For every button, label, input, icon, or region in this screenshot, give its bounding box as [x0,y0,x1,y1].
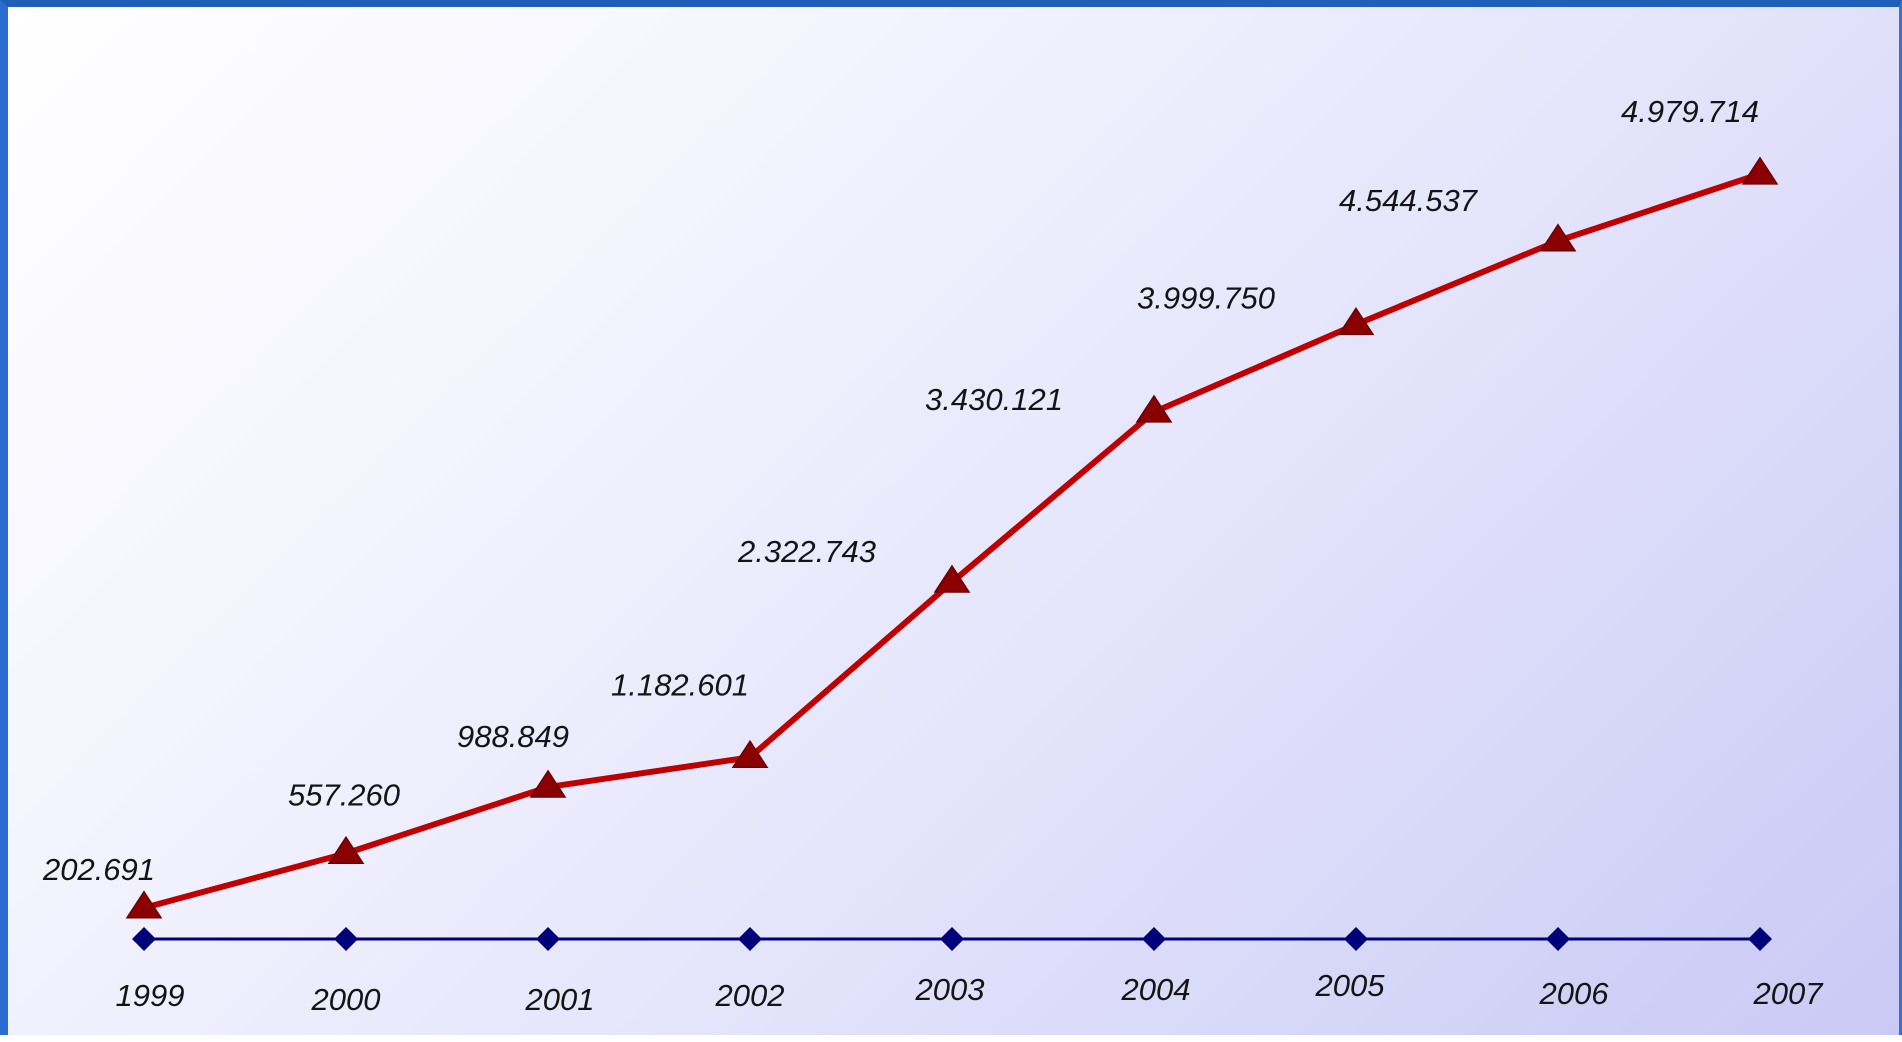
triangle-marker [1135,394,1173,423]
x-tick-label: 2006 [1539,976,1610,1011]
data-label: 2.322.743 [737,534,876,569]
data-label: 1.182.601 [611,667,749,702]
triangle-marker [529,769,567,798]
baseline-diamond-marker [940,927,964,951]
x-tick-label: 2007 [1753,976,1825,1011]
baseline-diamond-marker [536,927,560,951]
data-label: 557.260 [288,777,400,812]
data-label: 202.691 [42,852,155,887]
triangle-marker [933,564,971,593]
triangle-marker [1337,307,1375,336]
baseline-diamond-marker [1142,927,1166,951]
baseline-diamond-marker [132,927,156,951]
x-tick-label: 2004 [1121,972,1191,1007]
x-tick-label: 2003 [915,972,985,1007]
triangle-marker [1539,223,1577,252]
data-label: 4.979.714 [1621,94,1759,129]
baseline-diamond-marker [1748,927,1772,951]
baseline-diamond-marker [334,927,358,951]
triangle-marker [1741,156,1779,185]
data-label: 4.544.537 [1339,183,1479,218]
triangle-marker [327,835,365,865]
baseline-diamond-marker [1546,927,1570,951]
line-chart: 202.691 557.260 988.849 1.182.601 2.322.743 3… [42,94,1825,1017]
x-tick-label: 1999 [116,978,185,1013]
x-tick-label: 2005 [1315,968,1386,1003]
triangle-marker [731,739,769,768]
x-tick-label: 2002 [715,978,785,1013]
x-tick-label: 2001 [525,982,595,1017]
data-label: 3.430.121 [925,382,1063,417]
x-tick-label: 2000 [311,982,381,1017]
data-label: 988.849 [457,719,569,754]
data-label: 3.999.750 [1137,281,1275,316]
baseline-diamond-marker [1344,927,1368,951]
triangle-marker [125,890,163,919]
baseline-diamond-marker [738,927,762,951]
